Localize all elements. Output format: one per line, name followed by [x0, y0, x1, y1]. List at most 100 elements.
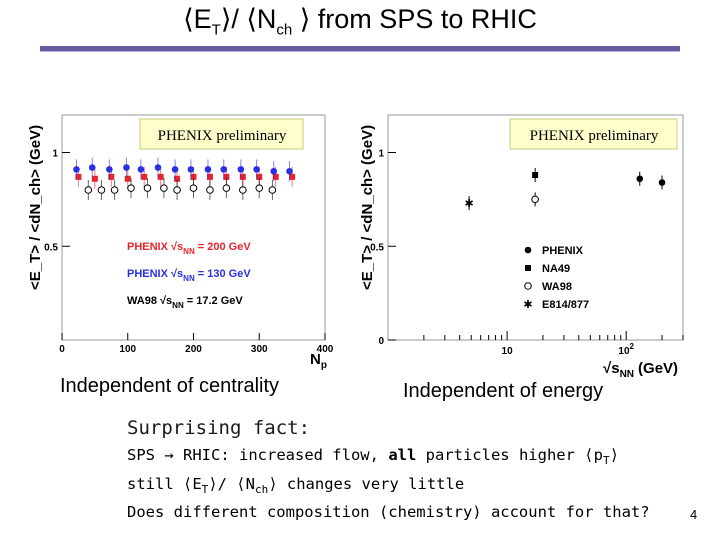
left-legend: PHENIX √sNN = 200 GeV PHENIX √sNN = 130 G… — [127, 241, 251, 310]
left-point-s1-7 — [187, 166, 195, 173]
line1-sub: T — [602, 454, 610, 468]
right-legend-label-1: NA49 — [542, 263, 570, 275]
left-point-s0-9 — [223, 173, 230, 180]
left-point-s2-9 — [222, 184, 231, 192]
left-x-tick-label-3: 300 — [251, 344, 268, 355]
line2-sub1: T — [201, 482, 209, 496]
left-point-s2-6 — [173, 186, 181, 194]
left-point-s2-3 — [127, 184, 135, 192]
right-legend-marker-1 — [525, 265, 531, 271]
left-xlabel: Np — [310, 351, 327, 371]
left-point-s1-9 — [220, 166, 228, 173]
left-annotation: PHENIX preliminary — [158, 128, 287, 144]
left-ylabel: <E_T> / <dN_ch> (GeV) — [27, 125, 44, 290]
line2-sub2: ch — [254, 482, 269, 496]
left-point-s1-13 — [286, 167, 293, 175]
left-point-s2-11 — [255, 184, 264, 192]
right-xlabel: √sNN (GeV) — [603, 360, 678, 380]
body-text: SPS → RHIC: increased flow, all particle… — [127, 444, 650, 524]
left-marks — [73, 157, 296, 200]
line1-prefix: SPS — [127, 446, 165, 464]
right-legend-marker-2 — [524, 282, 532, 290]
page-number: 4 — [690, 507, 698, 522]
right-x-tick-label-1: 102 — [618, 342, 634, 357]
chart-left-centrality: 0 100 200 300 400 0.5 1 PHENIX preliminary PHE… — [27, 114, 334, 371]
left-axes: 0 100 200 300 400 0.5 1 — [44, 149, 334, 356]
slide-title: ⟨ET⟩/ ⟨Nch ⟩ from SPS to RHIC — [0, 4, 720, 38]
right-y-tick-label-0: 0 — [378, 336, 384, 347]
right-point-s0-1 — [658, 179, 666, 186]
left-point-s1-0 — [73, 166, 80, 173]
title-part-2: ⟩/ ⟨N — [220, 4, 277, 34]
left-point-s2-12 — [268, 186, 277, 194]
left-point-s1-10 — [237, 166, 245, 173]
right-legend-marker-3: ✱ — [523, 299, 532, 311]
left-point-s1-11 — [253, 166, 260, 173]
left-point-s0-12 — [272, 173, 279, 180]
title-part-1: ⟨E — [183, 4, 212, 34]
arrow-icon: → — [164, 446, 174, 464]
right-annotation: PHENIX preliminary — [530, 128, 659, 144]
caption-left: Independent of centrality — [60, 375, 280, 397]
left-x-tick-label-2: 200 — [185, 344, 202, 355]
right-legend-marker-0 — [524, 246, 532, 254]
right-point-s3-0: ✱ — [465, 198, 474, 210]
left-x-tick-label-1: 100 — [119, 344, 136, 355]
left-point-s0-11 — [256, 173, 263, 180]
left-point-s2-4 — [143, 184, 152, 192]
left-legend-entry-0: PHENIX √sNN = 200 GeV — [127, 241, 251, 256]
body-line-2: still ⟨ET⟩/ ⟨Nch⟩ changes very little — [127, 473, 650, 502]
left-point-s2-5 — [160, 184, 168, 192]
left-point-s1-1 — [88, 164, 96, 171]
right-legend: PHENIX NA49 WA98 ✱ E814/877 — [523, 245, 589, 311]
left-point-s0-2 — [108, 173, 115, 180]
left-point-s2-10 — [239, 186, 247, 194]
left-point-s0-4 — [141, 173, 148, 180]
right-marks: ✱ — [465, 168, 666, 211]
line1-end-a: particles higher ⟨p — [416, 446, 603, 464]
left-point-s2-1 — [97, 186, 106, 194]
right-plot-frame — [387, 114, 684, 341]
chart-right-energy: 10 102 0 0.5 1 ✱ PHENIX preliminary PHENIX NA… — [359, 114, 684, 380]
left-point-s0-3 — [124, 175, 131, 182]
left-point-s0-6 — [174, 175, 181, 182]
right-y-tick-label-2: 1 — [378, 149, 384, 160]
title-part-3: ⟩ from SPS to RHIC — [292, 4, 537, 34]
left-point-s0-1 — [91, 175, 98, 182]
left-point-s1-6 — [171, 166, 179, 173]
left-y-tick-label-0: 0.5 — [44, 242, 58, 253]
body-line-1: SPS → RHIC: increased flow, all particle… — [127, 444, 650, 473]
title-rule — [40, 46, 680, 52]
left-annotation-box — [139, 118, 304, 150]
title-sub-t: T — [211, 21, 221, 39]
caption-right: Independent of energy — [403, 380, 604, 402]
right-annotation-box — [509, 118, 678, 150]
left-legend-entry-1: PHENIX √sNN = 130 GeV — [127, 268, 251, 283]
right-legend-label-3: E814/877 — [542, 299, 589, 311]
left-point-s2-7 — [189, 184, 198, 192]
right-point-s1-0 — [532, 172, 539, 178]
line1-mid: RHIC: increased flow, — [173, 446, 389, 464]
left-point-s1-4 — [137, 166, 145, 173]
left-point-s1-3 — [123, 164, 130, 171]
right-axes: 10 102 0 0.5 1 — [370, 149, 684, 357]
left-point-s0-13 — [289, 173, 296, 180]
right-legend-label-2: WA98 — [542, 281, 572, 293]
left-point-s1-12 — [270, 167, 278, 175]
right-legend-label-0: PHENIX — [542, 245, 584, 257]
right-y-tick-label-1: 0.5 — [370, 242, 384, 253]
left-legend-entry-2: WA98 √sNN = 17.2 GeV — [127, 295, 243, 310]
left-point-s2-0 — [84, 186, 93, 194]
left-point-s2-2 — [110, 186, 119, 194]
right-ylabel: <E_T> / <dN_ch> (GeV) — [359, 125, 376, 290]
left-point-s1-8 — [204, 166, 212, 173]
left-point-s0-10 — [239, 173, 246, 180]
line1-end-b: ⟩ — [609, 446, 619, 464]
left-point-s1-5 — [154, 164, 162, 171]
left-point-s0-7 — [190, 173, 197, 180]
line1-bold: all — [388, 446, 417, 464]
right-point-s0-0 — [636, 175, 644, 183]
left-plot-frame — [61, 114, 326, 341]
right-point-s2-0 — [531, 195, 539, 204]
